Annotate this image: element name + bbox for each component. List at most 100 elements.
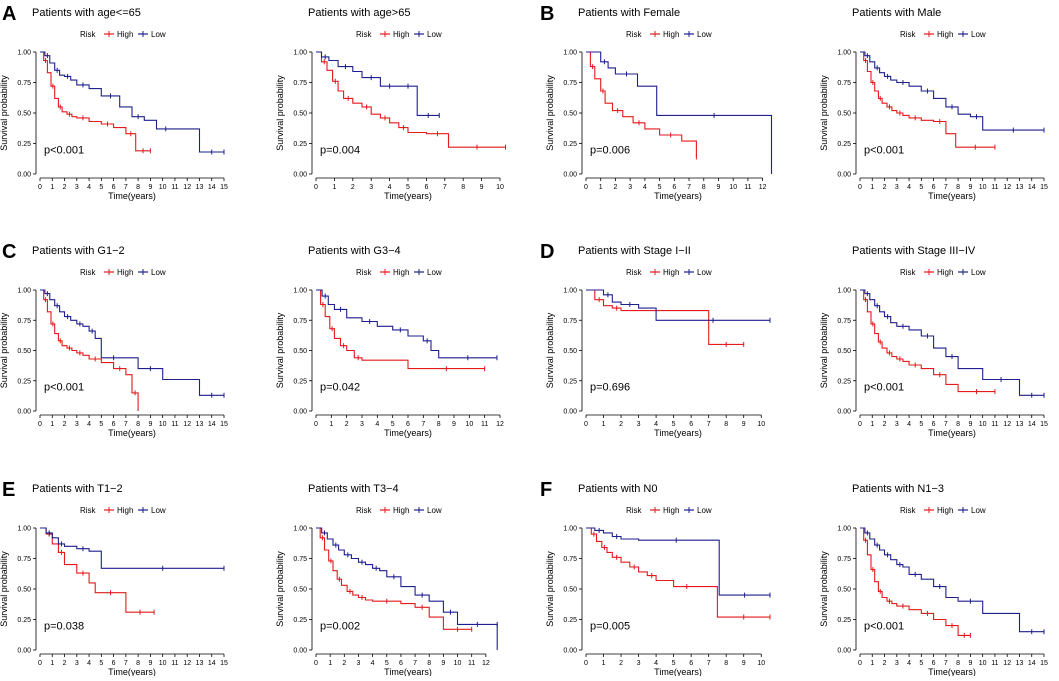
x-tick-label: 10 <box>454 660 462 667</box>
panel-letter-F: F <box>540 479 552 501</box>
x-tick-label: 3 <box>369 184 373 191</box>
x-tick-label: 0 <box>38 660 42 667</box>
x-tick-label: 7 <box>124 660 128 667</box>
x-axis-label: Time(years) <box>384 191 432 201</box>
x-tick-label: 2 <box>883 660 887 667</box>
x-tick-label: 5 <box>385 660 389 667</box>
y-tick-label: 0.25 <box>293 378 307 385</box>
km-panel-5: Patients with G1−2 Risk High Low 0.00 0.25 0.5… <box>0 245 228 438</box>
legend-low-label: Low <box>151 506 166 515</box>
y-axis-label: Survival probability <box>545 75 555 151</box>
y-tick-label: 0.75 <box>563 556 577 563</box>
y-tick-label: 0.50 <box>293 348 307 355</box>
x-tick-label: 0 <box>858 421 862 428</box>
x-tick-label: 9 <box>480 184 484 191</box>
y-tick-label: 0.75 <box>17 318 31 325</box>
x-tick-label: 11 <box>171 660 178 667</box>
panel-title: Patients with G3−4 <box>308 245 401 257</box>
x-tick-label: 10 <box>979 660 987 667</box>
km-panel-6: Patients with G3−4 Risk High Low 0.00 0.25 0.5… <box>275 245 504 438</box>
x-tick-label: 1 <box>602 421 606 428</box>
x-tick-label: 15 <box>1040 660 1048 667</box>
x-tick-label: 2 <box>342 660 346 667</box>
x-axis-label: Time(years) <box>928 667 976 676</box>
x-tick-label: 9 <box>742 660 746 667</box>
legend-high-label: High <box>937 268 953 277</box>
legend-title: Risk <box>80 506 97 515</box>
x-tick-label: 11 <box>481 421 488 428</box>
p-value: p=0.006 <box>590 144 630 156</box>
x-tick-label: 7 <box>707 421 711 428</box>
x-tick-label: 3 <box>637 660 641 667</box>
x-tick-label: 1 <box>870 660 874 667</box>
x-tick-label: 12 <box>1003 660 1011 667</box>
x-tick-label: 8 <box>136 660 140 667</box>
x-tick-label: 4 <box>375 421 379 428</box>
x-tick-label: 14 <box>208 421 216 428</box>
x-tick-label: 8 <box>427 660 431 667</box>
panel-title: Patients with age<=65 <box>32 7 141 19</box>
x-tick-label: 2 <box>351 184 355 191</box>
y-tick-label: 0.75 <box>293 556 307 563</box>
x-tick-label: 2 <box>883 184 887 191</box>
x-tick-label: 6 <box>689 660 693 667</box>
x-axis-label: Time(years) <box>654 428 702 438</box>
x-tick-label: 12 <box>1003 421 1011 428</box>
x-tick-label: 2 <box>63 421 67 428</box>
km-panel-9: Patients with T1−2 Risk High Low 0.00 0.25 0.5… <box>0 483 228 677</box>
x-tick-label: 13 <box>1016 660 1024 667</box>
x-tick-label: 4 <box>643 184 647 191</box>
x-tick-label: 6 <box>932 184 936 191</box>
panel-letter-D: D <box>540 241 554 263</box>
y-tick-label: 1.00 <box>837 526 851 533</box>
y-tick-label: 0.25 <box>17 141 31 148</box>
x-tick-label: 7 <box>124 184 128 191</box>
km-panel-2: Patients with age>65 Risk High Low 0.00 0.25 0… <box>275 7 507 201</box>
x-tick-label: 4 <box>87 184 91 191</box>
x-tick-label: 8 <box>956 421 960 428</box>
x-tick-label: 13 <box>196 660 204 667</box>
x-tick-label: 9 <box>968 660 972 667</box>
panel-title: Patients with T1−2 <box>32 483 123 495</box>
x-tick-label: 5 <box>99 421 103 428</box>
y-tick-label: 0.25 <box>837 617 851 624</box>
x-tick-label: 10 <box>159 421 167 428</box>
legend-title: Risk <box>900 268 917 277</box>
km-curve-high <box>316 289 485 370</box>
panel-title: Patients with N0 <box>578 483 657 495</box>
x-tick-label: 2 <box>613 184 617 191</box>
x-tick-label: 13 <box>196 184 204 191</box>
x-tick-label: 1 <box>599 184 603 191</box>
x-tick-label: 1 <box>328 660 332 667</box>
x-tick-label: 8 <box>724 660 728 667</box>
x-tick-label: 1 <box>50 421 54 428</box>
legend-high-label: High <box>663 268 679 277</box>
legend-low-label: Low <box>427 30 442 39</box>
x-tick-label: 10 <box>979 421 987 428</box>
y-tick-label: 0.00 <box>837 409 851 416</box>
x-tick-label: 9 <box>968 421 972 428</box>
km-curve-low <box>40 289 224 396</box>
p-value: p=0.038 <box>44 620 84 632</box>
x-tick-label: 4 <box>654 421 658 428</box>
x-tick-label: 15 <box>220 421 228 428</box>
panel-title: Patients with age>65 <box>308 7 410 19</box>
y-tick-label: 0.75 <box>17 556 31 563</box>
x-tick-label: 3 <box>628 184 632 191</box>
x-tick-label: 7 <box>944 660 948 667</box>
x-tick-label: 8 <box>461 184 465 191</box>
x-tick-label: 15 <box>220 660 228 667</box>
x-tick-label: 7 <box>443 184 447 191</box>
km-curve-low <box>316 51 440 116</box>
y-tick-label: 1.00 <box>293 50 307 57</box>
y-tick-label: 0.50 <box>17 348 31 355</box>
y-tick-label: 0.25 <box>563 378 577 385</box>
legend-low-label: Low <box>427 268 442 277</box>
y-tick-label: 0.50 <box>17 587 31 594</box>
x-tick-label: 3 <box>75 184 79 191</box>
y-tick-label: 0.00 <box>837 172 851 179</box>
km-curve-high <box>586 527 770 618</box>
y-tick-label: 0.25 <box>837 141 851 148</box>
y-tick-label: 0.75 <box>563 318 577 325</box>
x-tick-label: 1 <box>332 184 336 191</box>
